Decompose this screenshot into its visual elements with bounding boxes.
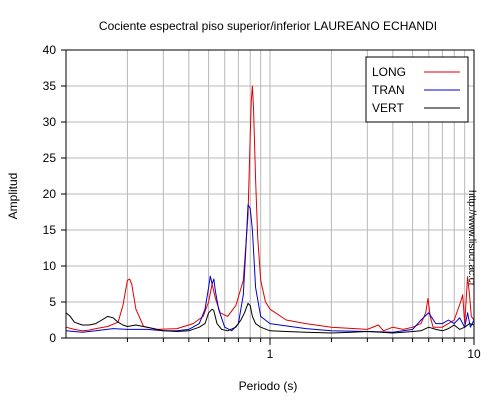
legend: LONG TRAN VERT: [365, 56, 469, 123]
y-tick-label: 30: [43, 115, 57, 129]
source-url: http://www.lisucr.ac.cr: [466, 190, 477, 287]
y-tick-label: 15: [43, 223, 57, 237]
legend-label-long: LONG: [372, 65, 406, 79]
y-axis-ticks: 0 5 10 15 20 25 30 35 40: [43, 43, 66, 345]
y-tick-label: 40: [43, 43, 57, 57]
series-line-long: [65, 85, 475, 332]
x-axis-label: Periodo (s): [239, 379, 298, 393]
series-line-tran: [65, 204, 475, 333]
legend-label-vert: VERT: [372, 101, 404, 115]
plot-frame: [65, 49, 475, 339]
grid-lines: [66, 50, 474, 338]
y-tick-label: 0: [49, 331, 56, 345]
y-tick-label: 25: [43, 151, 57, 165]
y-axis-label: Amplitud: [6, 173, 20, 220]
y-tick-label: 5: [49, 295, 56, 309]
y-tick-label: 20: [43, 187, 57, 201]
x-tick-label: 10: [467, 347, 481, 361]
y-tick-label: 10: [43, 259, 57, 273]
x-axis-ticks: 1 10: [126, 338, 481, 361]
series-lines: [65, 85, 475, 334]
chart-title: Cociente espectral piso superior/inferio…: [99, 19, 437, 33]
y-tick-label: 35: [43, 79, 57, 93]
legend-label-tran: TRAN: [372, 83, 405, 97]
x-tick-label: 1: [267, 347, 274, 361]
series-line-vert: [65, 302, 475, 334]
